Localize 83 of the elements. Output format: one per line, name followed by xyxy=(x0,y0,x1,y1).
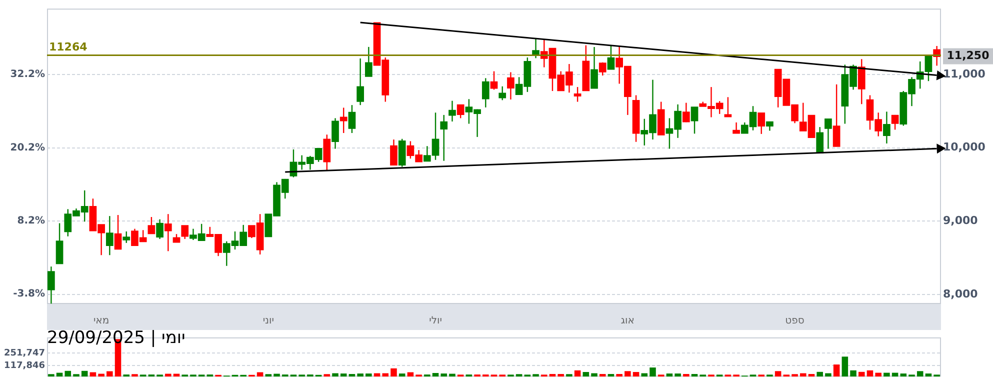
bar xyxy=(683,374,690,377)
bar xyxy=(106,371,113,377)
bar xyxy=(482,374,489,377)
y-tick-label: 9,000 xyxy=(943,214,978,228)
bar xyxy=(549,374,556,377)
bar xyxy=(357,374,364,377)
y2-tick-label: -3.8% xyxy=(13,288,45,300)
bar xyxy=(173,374,180,377)
bar xyxy=(165,374,172,377)
bar xyxy=(608,374,614,377)
bar xyxy=(650,367,656,377)
x-tick-label: יולי xyxy=(429,316,442,327)
y2-tick-label: 8.2% xyxy=(17,216,45,227)
bar xyxy=(532,374,539,377)
bar xyxy=(440,374,448,377)
bar xyxy=(64,370,72,377)
y-tick-label: 8,000 xyxy=(943,287,978,300)
bar xyxy=(666,374,673,377)
bar xyxy=(282,374,288,377)
bar xyxy=(574,370,581,377)
bar xyxy=(474,374,480,377)
bar xyxy=(265,374,272,377)
bar xyxy=(98,374,104,377)
bar xyxy=(816,372,823,377)
bar xyxy=(925,374,932,377)
bar xyxy=(132,374,138,377)
bar xyxy=(366,374,372,377)
bar xyxy=(307,374,314,377)
bar xyxy=(916,371,924,377)
bar xyxy=(348,374,356,377)
y2-tick-label: 32.2% xyxy=(10,69,45,80)
bar xyxy=(516,374,522,377)
bar xyxy=(591,373,598,377)
y-tick-label: 10,000 xyxy=(943,140,986,154)
bar xyxy=(340,374,347,377)
bar xyxy=(48,374,54,377)
text: 11,250 xyxy=(946,49,990,62)
bar xyxy=(558,374,564,377)
bar xyxy=(850,370,856,377)
bar xyxy=(875,372,882,377)
bar xyxy=(616,374,622,377)
bar xyxy=(274,374,280,377)
bar xyxy=(374,373,380,377)
bar xyxy=(842,356,848,377)
bar xyxy=(332,373,338,377)
bar xyxy=(566,374,572,377)
bar xyxy=(382,373,389,377)
bar xyxy=(398,374,406,377)
y2-tick-label: 20.2% xyxy=(10,142,45,154)
bar xyxy=(432,372,439,377)
bar xyxy=(449,374,456,377)
bar xyxy=(582,372,590,377)
bar xyxy=(866,370,874,377)
bar xyxy=(674,374,681,377)
bar xyxy=(390,368,397,377)
x-tick-label: מאי xyxy=(93,316,110,327)
bar xyxy=(808,374,815,377)
bar xyxy=(599,374,606,377)
ref-line-label: 11264 xyxy=(49,40,88,54)
x-tick-label: יוני xyxy=(262,316,274,327)
bar xyxy=(123,374,130,377)
bar xyxy=(81,370,88,377)
bar xyxy=(884,372,890,377)
bar xyxy=(774,371,782,377)
bar xyxy=(800,373,806,377)
y-tick-label: 117,846 xyxy=(4,360,45,371)
bar xyxy=(641,373,648,377)
bar xyxy=(324,374,330,377)
bar xyxy=(632,372,640,377)
y-tick-label: 11,000 xyxy=(943,67,986,80)
bar xyxy=(900,374,907,377)
bar xyxy=(73,374,80,377)
bar xyxy=(833,364,840,377)
bar xyxy=(624,371,631,377)
y-tick-label: 251,747 xyxy=(4,348,45,358)
x-tick-label: אוג xyxy=(620,316,634,327)
bar xyxy=(424,374,430,377)
bar xyxy=(858,372,865,377)
bar xyxy=(792,374,798,377)
bar xyxy=(825,373,832,377)
bar xyxy=(691,374,698,377)
x-tick-label: ספט xyxy=(785,316,804,327)
chart-title: יומי | 29/09/2025 xyxy=(47,328,186,348)
